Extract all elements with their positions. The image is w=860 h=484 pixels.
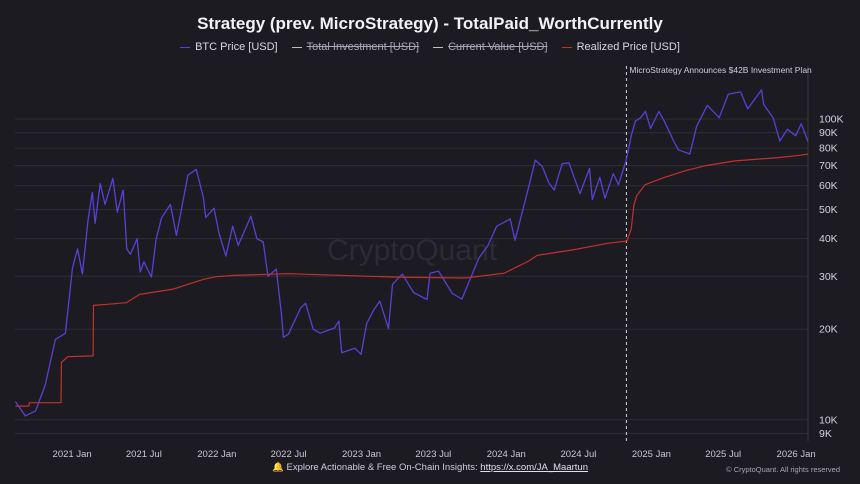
y-tick-label: 30K xyxy=(819,271,838,283)
legend-item-btc-price[interactable]: BTC Price [USD] xyxy=(180,41,278,53)
realized-price-line[interactable] xyxy=(15,153,809,407)
x-tick-label: 2023 Jul xyxy=(415,449,451,460)
legend-label-total-investment: Total Investment [USD] xyxy=(306,41,420,53)
legend-swatch-btc-price xyxy=(180,46,191,48)
legend-item-realized-price[interactable]: Realized Price [USD] xyxy=(561,41,680,53)
legend-label-realized-price: Realized Price [USD] xyxy=(576,41,680,53)
copyright: © CryptoQuant. All rights reserved xyxy=(726,465,840,474)
y-tick-label: 100K xyxy=(819,113,844,125)
legend-item-total-investment[interactable]: Total Investment [USD] xyxy=(291,41,420,53)
x-tick-label: 2024 Jan xyxy=(487,449,526,460)
footer-text: Explore Actionable & Free On-Chain Insig… xyxy=(286,462,481,473)
legend-swatch-total-investment xyxy=(291,46,302,48)
y-tick-label: 70K xyxy=(819,160,838,172)
y-tick-label: 80K xyxy=(819,143,838,155)
x-tick-label: 2022 Jan xyxy=(197,449,236,460)
footer: 🔔 Explore Actionable & Free On-Chain Ins… xyxy=(0,462,860,473)
y-tick-label: 40K xyxy=(819,233,838,245)
x-tick-label: 2025 Jul xyxy=(705,449,741,460)
x-tick-label: 2024 Jul xyxy=(560,449,596,460)
y-tick-label: 50K xyxy=(819,204,838,216)
plot-area xyxy=(15,66,808,441)
legend-swatch-current-value xyxy=(433,46,444,48)
legend-item-current-value[interactable]: Current Value [USD] xyxy=(433,41,548,53)
chart-title: Strategy (prev. MicroStrategy) - TotalPa… xyxy=(197,14,663,33)
legend-label-btc-price: BTC Price [USD] xyxy=(195,41,278,53)
watermark: CryptoQuant xyxy=(327,234,498,267)
legend-swatch-realized-price xyxy=(561,46,572,48)
x-tick-label: 2023 Jan xyxy=(342,449,381,460)
footer-link[interactable]: https://x.com/JA_Maartun xyxy=(480,462,588,473)
btc-price-line[interactable] xyxy=(14,89,809,417)
x-tick-label: 2021 Jul xyxy=(126,449,162,460)
x-tick-label: 2021 Jan xyxy=(53,449,92,460)
chart-legend: BTC Price [USD] Total Investment [USD] C… xyxy=(0,41,860,53)
x-tick-label: 2022 Jul xyxy=(271,449,307,460)
y-tick-label: 9K xyxy=(819,428,832,440)
bell-icon: 🔔 xyxy=(272,462,284,473)
y-tick-label: 20K xyxy=(819,324,838,336)
y-tick-label: 60K xyxy=(819,180,838,192)
x-tick-label: 2026 Jan xyxy=(777,449,816,460)
annotation-label: MicroStrategy Announces $42B Investment … xyxy=(629,65,812,75)
x-tick-label: 2025 Jan xyxy=(632,449,671,460)
y-tick-label: 90K xyxy=(819,127,838,139)
y-tick-label: 10K xyxy=(819,414,838,426)
legend-label-current-value: Current Value [USD] xyxy=(448,41,548,53)
